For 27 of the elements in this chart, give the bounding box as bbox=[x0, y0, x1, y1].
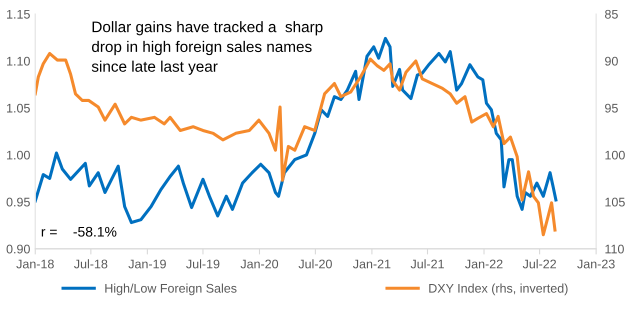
legend-label: High/Low Foreign Sales bbox=[105, 284, 237, 296]
x-tick-label: Jul-18 bbox=[74, 259, 108, 268]
annotation: r = -58.1% bbox=[42, 226, 116, 237]
y2-tick-label: 85 bbox=[605, 10, 618, 19]
y2-tick-label: 105 bbox=[605, 198, 625, 207]
annotation: Dollar gains have tracked a sharp drop in high foreign sales names since late last year bbox=[92, 21, 323, 75]
x-tick-label: Jan-22 bbox=[465, 260, 502, 268]
x-tick-label: Jul-19 bbox=[186, 259, 220, 268]
y2-tick-label: 100 bbox=[605, 150, 625, 160]
y2-tick-label: 90 bbox=[605, 56, 618, 66]
legend-label: DXY Index (rhs, inverted) bbox=[429, 284, 568, 296]
y-tick-label: 0.95 bbox=[6, 198, 30, 207]
y2-tick-label: 110 bbox=[605, 244, 624, 254]
x-tick-label: Jul-20 bbox=[298, 259, 332, 268]
x-tick-label: Jan-23 bbox=[577, 260, 615, 268]
x-tick-label: Jan-18 bbox=[16, 260, 54, 268]
y-tick-label: 1.00 bbox=[7, 150, 30, 160]
y-tick-label: 1.05 bbox=[7, 104, 30, 113]
x-tick-label: Jan-21 bbox=[352, 260, 390, 268]
y-tick-label: 1.15 bbox=[7, 10, 30, 19]
y-tick-label: 1.10 bbox=[7, 56, 30, 66]
y2-tick-label: 95 bbox=[605, 104, 618, 113]
x-tick-label: Jul-22 bbox=[522, 259, 556, 268]
x-tick-label: Jan-20 bbox=[240, 260, 278, 268]
y-tick-label: 0.90 bbox=[6, 244, 30, 254]
x-tick-label: Jan-19 bbox=[128, 260, 166, 268]
x-tick-label: Jul-21 bbox=[410, 259, 444, 268]
